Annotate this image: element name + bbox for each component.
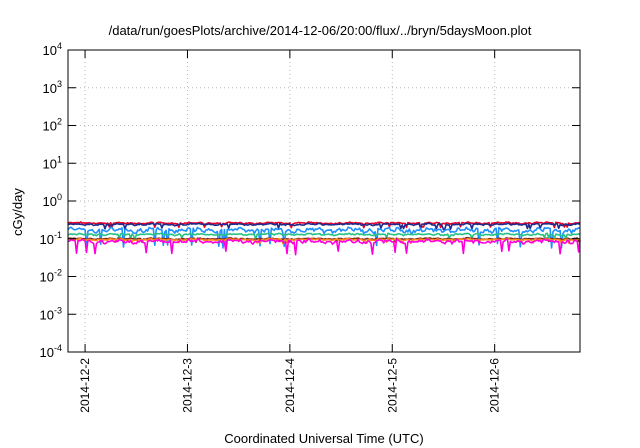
- series-line: [67, 226, 581, 249]
- y-axis-label: cGy/day: [10, 188, 25, 236]
- y-tick-exponent: -4: [54, 343, 62, 353]
- y-tick-label: 10-2: [40, 268, 62, 285]
- series-line: [68, 238, 581, 256]
- y-tick-label: 10-3: [40, 305, 62, 322]
- y-tick-exponent: 3: [57, 79, 62, 89]
- y-tick-label: 104: [43, 41, 62, 58]
- y-tick-base: 10: [43, 81, 57, 96]
- y-tick-base: 10: [40, 307, 54, 322]
- series-line: [67, 232, 581, 241]
- y-tick-base: 10: [40, 270, 54, 285]
- series-lines: [67, 221, 581, 256]
- x-axis-ticks: 2014-12-2 2014-12-3 2014-12-4 2014-12-5 2014…: [78, 50, 502, 413]
- x-axis-label: Coordinated Universal Time (UTC): [224, 431, 423, 446]
- x-tick-label: 2014-12-6: [488, 358, 502, 413]
- y-tick-base: 10: [40, 345, 54, 360]
- y-tick-base: 10: [43, 156, 57, 171]
- y-tick-base: 10: [43, 43, 57, 58]
- y-tick-exponent: -1: [54, 230, 62, 240]
- y-tick-label: 101: [43, 154, 62, 171]
- y-tick-label: 10-1: [40, 230, 62, 247]
- y-tick-label: 102: [43, 117, 62, 134]
- x-tick-label: 2014-12-2: [78, 358, 92, 413]
- y-tick-label: 100: [43, 192, 62, 209]
- series-line: [68, 222, 580, 231]
- y-tick-exponent: 2: [57, 117, 62, 127]
- x-tick-label: 2014-12-4: [283, 358, 297, 413]
- y-tick-base: 10: [40, 232, 54, 247]
- y-tick-exponent: 1: [57, 154, 62, 164]
- series-line: [68, 237, 581, 245]
- series-line: [67, 221, 581, 229]
- y-tick-base: 10: [43, 194, 57, 209]
- x-tick-label: 2014-12-3: [180, 358, 194, 413]
- y-tick-exponent: 4: [57, 41, 62, 51]
- y-tick-exponent: -2: [54, 268, 62, 278]
- y-tick-exponent: 0: [57, 192, 62, 202]
- y-tick-label: 103: [43, 79, 62, 96]
- y-tick-base: 10: [43, 119, 57, 134]
- y-tick-exponent: -3: [54, 305, 62, 315]
- y-tick-label: 10-4: [40, 343, 62, 360]
- chart-title: /data/run/goesPlots/archive/2014-12-06/2…: [109, 23, 532, 38]
- x-tick-label: 2014-12-5: [385, 358, 399, 413]
